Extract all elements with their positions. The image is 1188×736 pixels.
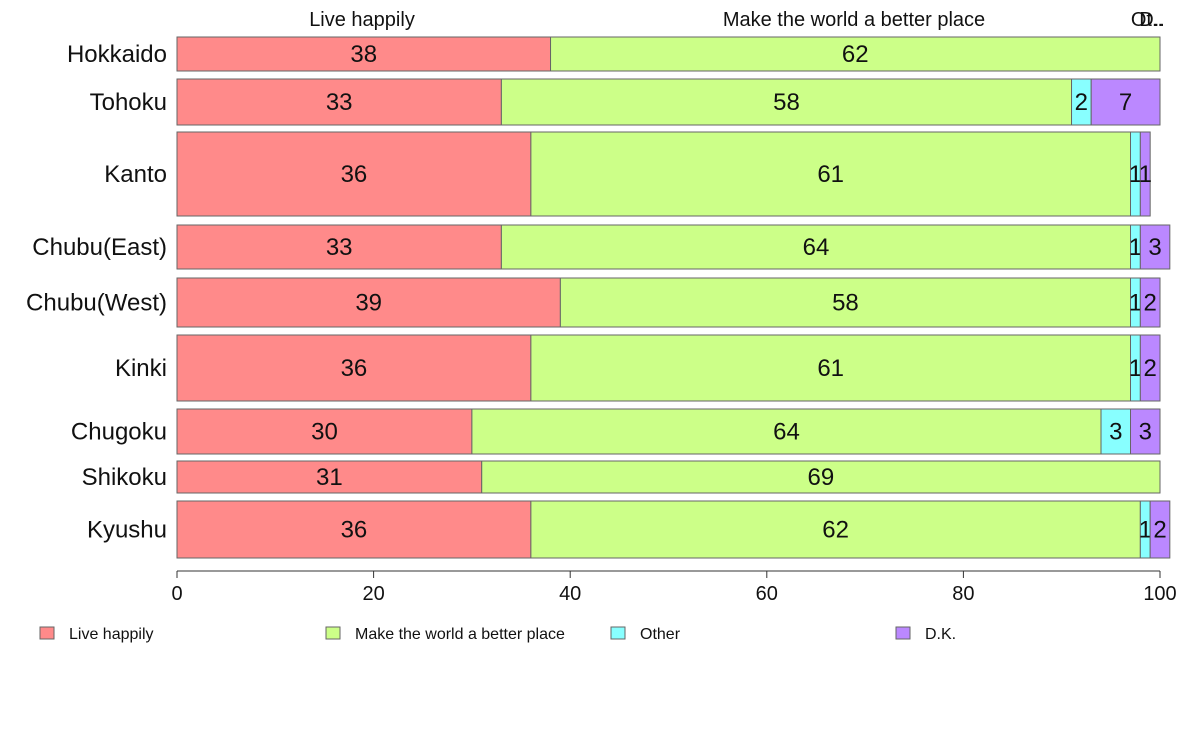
- x-tick-label-80: 80: [952, 583, 974, 605]
- bar-kyushu-d-k: [1149, 500, 1171, 559]
- value-label-tohoku-live-happily: 33: [326, 89, 353, 116]
- category-label-chugoku: Chugoku: [71, 419, 167, 446]
- bar-kanto-d-k: [1139, 131, 1151, 217]
- value-label-shikoku-make-the-world-a-better-place: 69: [808, 464, 835, 491]
- bar-kanto-live-happily: [176, 131, 532, 217]
- bar-chubu-west-make-the-world-a-better-place: [559, 277, 1132, 328]
- value-label-chubu-east-make-the-world-a-better-place: 64: [803, 234, 830, 261]
- value-label-hokkaido-live-happily: 38: [350, 41, 377, 68]
- legend-swatch-make-the-world-a-better-place: [325, 626, 341, 640]
- value-label-chubu-west-d-k: 2: [1143, 290, 1156, 317]
- top-label-1: Make the world a better place: [723, 9, 985, 31]
- value-label-chubu-east-other: 1: [1129, 234, 1142, 261]
- bar-kyushu-live-happily: [176, 500, 532, 559]
- value-label-chubu-east-live-happily: 33: [326, 234, 353, 261]
- bar-chugoku-d-k: [1130, 408, 1161, 455]
- legend-label-make-the-world-a-better-place: Make the world a better place: [355, 626, 565, 643]
- bar-kyushu-make-the-world-a-better-place: [530, 500, 1141, 559]
- bar-chugoku-other: [1100, 408, 1132, 455]
- category-label-shikoku: Shikoku: [82, 464, 167, 491]
- value-label-kanto-make-the-world-a-better-place: 61: [817, 161, 844, 188]
- x-tick-label-20: 20: [362, 583, 384, 605]
- category-labels: Hokkaido Tohoku Kanto Chubu(East) Chubu(West…: [26, 41, 167, 544]
- x-tick-label-60: 60: [756, 583, 778, 605]
- value-label-kyushu-live-happily: 36: [341, 517, 368, 544]
- value-label-chubu-west-live-happily: 39: [355, 290, 382, 317]
- legend-label-live-happily: Live happily: [69, 626, 154, 643]
- x-tick-label-100: 100: [1143, 583, 1176, 605]
- value-label-tohoku-d-k: 7: [1119, 89, 1132, 116]
- category-label-kinki: Kinki: [115, 355, 167, 382]
- bar-hokkaido-make-the-world-a-better-place: [550, 36, 1161, 72]
- value-label-kyushu-d-k: 2: [1153, 517, 1166, 544]
- value-label-hokkaido-make-the-world-a-better-place: 62: [842, 41, 869, 68]
- bar-kinki-d-k: [1139, 334, 1161, 402]
- value-label-shikoku-live-happily: 31: [316, 464, 343, 491]
- category-label-chubu-west: Chubu(West): [26, 290, 167, 317]
- legend-swatch-other: [610, 626, 626, 640]
- value-label-kanto-other: 1: [1129, 161, 1142, 188]
- category-label-kanto: Kanto: [104, 161, 167, 188]
- legend-label-other: Other: [640, 626, 681, 643]
- bar-chubu-east-d-k: [1139, 224, 1171, 270]
- value-label-chubu-west-make-the-world-a-better-place: 58: [832, 290, 859, 317]
- value-label-tohoku-make-the-world-a-better-place: 58: [773, 89, 800, 116]
- x-tick-label-0: 0: [171, 583, 182, 605]
- bar-kanto-make-the-world-a-better-place: [530, 131, 1132, 217]
- bar-chubu-east-make-the-world-a-better-place: [500, 224, 1132, 270]
- bar-chubu-east-live-happily: [176, 224, 502, 270]
- value-label-chugoku-live-happily: 30: [311, 419, 338, 446]
- value-label-chubu-east-d-k: 3: [1148, 234, 1161, 261]
- value-label-kyushu-make-the-world-a-better-place: 62: [822, 517, 849, 544]
- value-label-kinki-d-k: 2: [1143, 355, 1156, 382]
- x-axis: 0 20 40 60 80 100: [171, 570, 1177, 605]
- category-label-hokkaido: Hokkaido: [67, 41, 167, 68]
- category-label-kyushu: Kyushu: [87, 517, 167, 544]
- legend-swatch-d-k: [895, 626, 911, 640]
- category-label-chubu-east: Chubu(East): [32, 234, 167, 261]
- bar-kinki-make-the-world-a-better-place: [530, 334, 1132, 402]
- bar-shikoku-make-the-world-a-better-place: [481, 460, 1161, 494]
- value-label-chugoku-make-the-world-a-better-place: 64: [773, 419, 800, 446]
- value-label-kinki-other: 1: [1129, 355, 1142, 382]
- top-label-2: Ot..: [1131, 9, 1163, 31]
- top-label-0: Live happily: [309, 9, 415, 31]
- bar-kinki-live-happily: [176, 334, 532, 402]
- bar-tohoku-d-k: [1090, 78, 1161, 126]
- top-label-3: D..: [1139, 9, 1165, 31]
- category-label-tohoku: Tohoku: [90, 89, 167, 116]
- value-label-chugoku-other: 3: [1109, 419, 1122, 446]
- value-label-kinki-make-the-world-a-better-place: 61: [817, 355, 844, 382]
- bar-shikoku-live-happily: [176, 460, 483, 494]
- value-label-kinki-live-happily: 36: [341, 355, 368, 382]
- value-label-chubu-west-other: 1: [1129, 290, 1142, 317]
- bar-chugoku-make-the-world-a-better-place: [471, 408, 1102, 455]
- legend-label-d-k: D.K.: [925, 626, 956, 643]
- bar-chugoku-live-happily: [176, 408, 473, 455]
- value-label-chugoku-d-k: 3: [1139, 419, 1152, 446]
- value-label-kyushu-other: 1: [1139, 517, 1152, 544]
- legend: Live happily Make the world a better plac…: [39, 626, 956, 643]
- value-label-kanto-d-k: 1: [1139, 161, 1152, 188]
- bar-chubu-west-live-happily: [176, 277, 561, 328]
- bar-chubu-west-d-k: [1139, 277, 1161, 328]
- top-series-labels: Live happily Make the world a better plac…: [309, 9, 1165, 31]
- value-label-kanto-live-happily: 36: [341, 161, 368, 188]
- value-label-tohoku-other: 2: [1075, 89, 1088, 116]
- x-tick-label-40: 40: [559, 583, 581, 605]
- legend-swatch-live-happily: [39, 626, 55, 640]
